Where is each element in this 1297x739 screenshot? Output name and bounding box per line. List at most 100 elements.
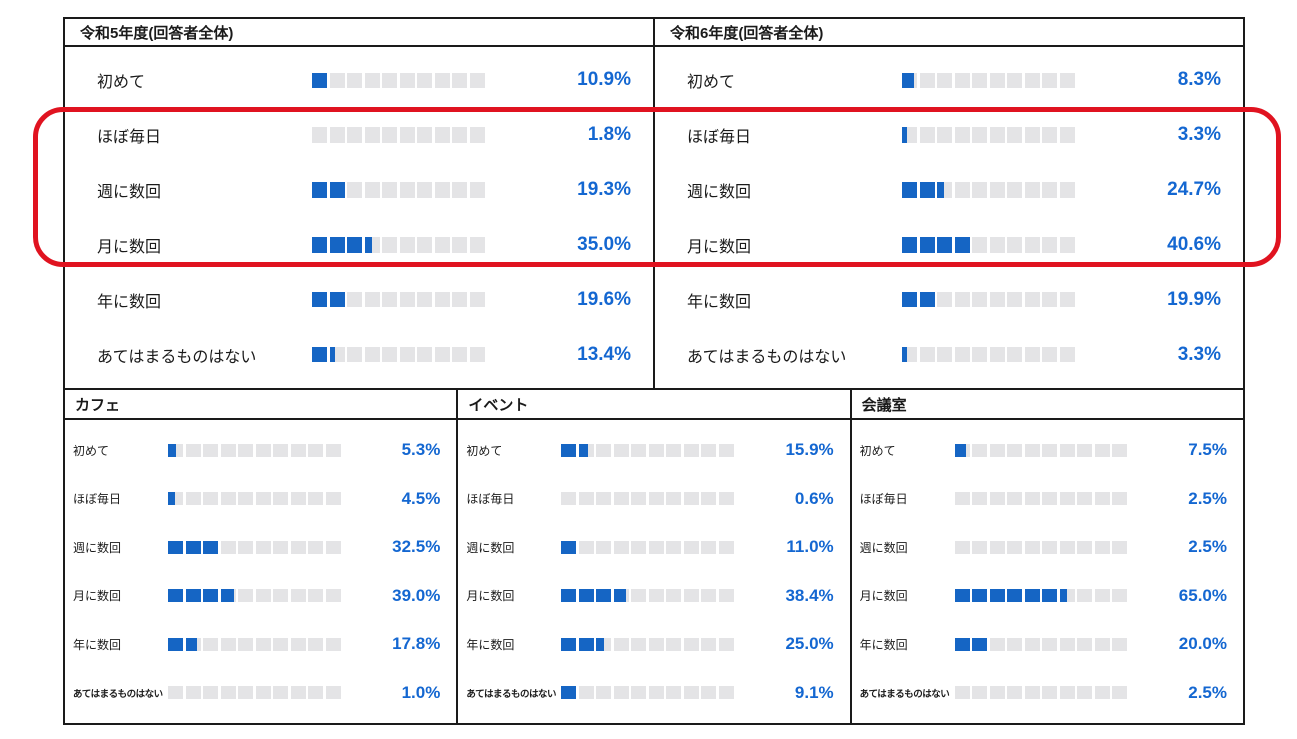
bar-segment xyxy=(1112,637,1128,651)
bar-segment xyxy=(561,540,577,554)
category-label: ほぼ毎日 xyxy=(687,129,752,147)
bar-fill xyxy=(203,540,218,554)
bar-segment xyxy=(578,540,594,554)
chart-row: 月に数回 65.0% xyxy=(852,586,1243,606)
bar-segment xyxy=(648,589,664,603)
bar-segment xyxy=(972,127,987,143)
panels-board: 令和5年度(回答者全体) 初めて 10.9% ほぼ毎日 1.8% 週に数回 19.3% 月に… xyxy=(63,17,1245,725)
panel-cafe: カフェ 初めて 5.3% ほぼ毎日 4.5% 週に数回 32.5% 月に数回 39.0% 年に数… xyxy=(63,390,459,725)
bar-segment xyxy=(989,237,1005,253)
category-label: 週に数回 xyxy=(73,540,122,555)
panel-header: 令和6年度(回答者全体) xyxy=(655,19,1243,47)
bar-segment xyxy=(972,492,988,506)
category-label: 初めて xyxy=(97,74,146,92)
bar-segment xyxy=(919,237,935,253)
panel-body: 初めて 7.5% ほぼ毎日 2.5% 週に数回 2.5% 月に数回 65.0% 年に数回 20.0… xyxy=(852,420,1243,723)
bar-segment xyxy=(329,127,345,143)
bar-segment xyxy=(919,182,935,198)
bar-fill xyxy=(561,686,577,700)
chart-row: ほぼ毎日 0.6% xyxy=(458,489,849,509)
bar-segment xyxy=(273,540,288,554)
panel-meeting-room: 会議室 初めて 7.5% ほぼ毎日 2.5% 週に数回 2.5% 月に数回 65.0% 年に数回… xyxy=(851,390,1245,725)
bar-segment xyxy=(648,492,664,506)
panel-title: イベント xyxy=(468,396,529,414)
bar-fill xyxy=(937,237,952,253)
bar-segment xyxy=(989,346,1005,363)
segment-bar xyxy=(954,540,1128,554)
category-label: 月に数回 xyxy=(859,589,908,604)
bar-segment xyxy=(972,291,987,308)
category-label: あてはまるものはない xyxy=(466,688,556,700)
segment-bar xyxy=(561,540,734,554)
bar-segment xyxy=(347,291,362,308)
bar-segment xyxy=(382,291,397,308)
bar-segment xyxy=(954,127,970,143)
bar-segment xyxy=(452,127,467,143)
bar-segment xyxy=(452,291,467,308)
bar-segment xyxy=(203,540,218,554)
bar-segment xyxy=(972,443,988,457)
bar-segment xyxy=(1024,291,1040,308)
bar-fill xyxy=(902,127,907,143)
bar-segment xyxy=(613,443,629,457)
panel-title: 令和5年度(回答者全体) xyxy=(80,24,234,42)
bar-segment xyxy=(329,291,345,308)
bar-segment xyxy=(273,443,288,457)
bar-segment xyxy=(434,291,450,308)
bar-segment xyxy=(596,686,612,700)
bar-fill xyxy=(902,72,915,89)
panel-body: 初めて 5.3% ほぼ毎日 4.5% 週に数回 32.5% 月に数回 39.0% 年に数回 17.… xyxy=(65,420,456,723)
bar-segment xyxy=(347,72,362,89)
bar-segment xyxy=(1077,637,1093,651)
bar-segment xyxy=(290,540,306,554)
percent-value: 25.0% xyxy=(785,634,834,654)
bar-fill xyxy=(1024,589,1040,603)
bar-segment xyxy=(1059,127,1075,143)
bar-segment xyxy=(578,589,594,603)
bar-segment xyxy=(238,540,253,554)
chart-row: 週に数回 2.5% xyxy=(852,537,1243,557)
bar-segment xyxy=(902,127,917,143)
bar-segment xyxy=(1007,492,1023,506)
bar-segment xyxy=(220,540,236,554)
bar-segment xyxy=(596,540,612,554)
bar-segment xyxy=(954,443,970,457)
percent-value: 2.5% xyxy=(1188,488,1227,508)
bar-segment xyxy=(902,346,917,363)
bar-segment xyxy=(683,637,699,651)
segment-bar xyxy=(561,589,734,603)
bar-segment xyxy=(718,686,734,700)
segment-bar xyxy=(312,72,485,89)
bar-segment xyxy=(972,237,987,253)
panel-header: 令和5年度(回答者全体) xyxy=(65,19,653,47)
bar-segment xyxy=(1007,686,1023,700)
bar-segment xyxy=(434,127,450,143)
category-label: あてはまるものはない xyxy=(73,688,163,700)
bar-fill xyxy=(312,182,327,198)
bar-fill xyxy=(220,589,234,603)
bar-segment xyxy=(434,72,450,89)
bar-segment xyxy=(417,237,432,253)
bar-segment xyxy=(452,182,467,198)
chart-row: 年に数回 17.8% xyxy=(65,634,456,654)
bar-segment xyxy=(613,686,629,700)
bar-segment xyxy=(168,492,183,506)
bar-segment xyxy=(666,637,682,651)
bar-segment xyxy=(325,540,341,554)
bar-segment xyxy=(578,637,594,651)
bar-segment xyxy=(561,637,577,651)
category-label: あてはまるものはない xyxy=(97,348,257,366)
bar-segment xyxy=(937,182,952,198)
percent-value: 19.6% xyxy=(577,288,631,310)
bar-segment xyxy=(168,443,183,457)
segment-bar xyxy=(954,686,1128,700)
bar-segment xyxy=(220,492,236,506)
bar-segment xyxy=(290,443,306,457)
chart-row: あてはまるものはない 9.1% xyxy=(458,683,849,703)
chart-row: 月に数回 40.6% xyxy=(655,233,1243,257)
bar-segment xyxy=(989,637,1005,651)
percent-value: 1.8% xyxy=(587,124,631,146)
bar-segment xyxy=(399,291,415,308)
percent-value: 3.3% xyxy=(1177,343,1221,365)
bar-segment xyxy=(382,127,397,143)
